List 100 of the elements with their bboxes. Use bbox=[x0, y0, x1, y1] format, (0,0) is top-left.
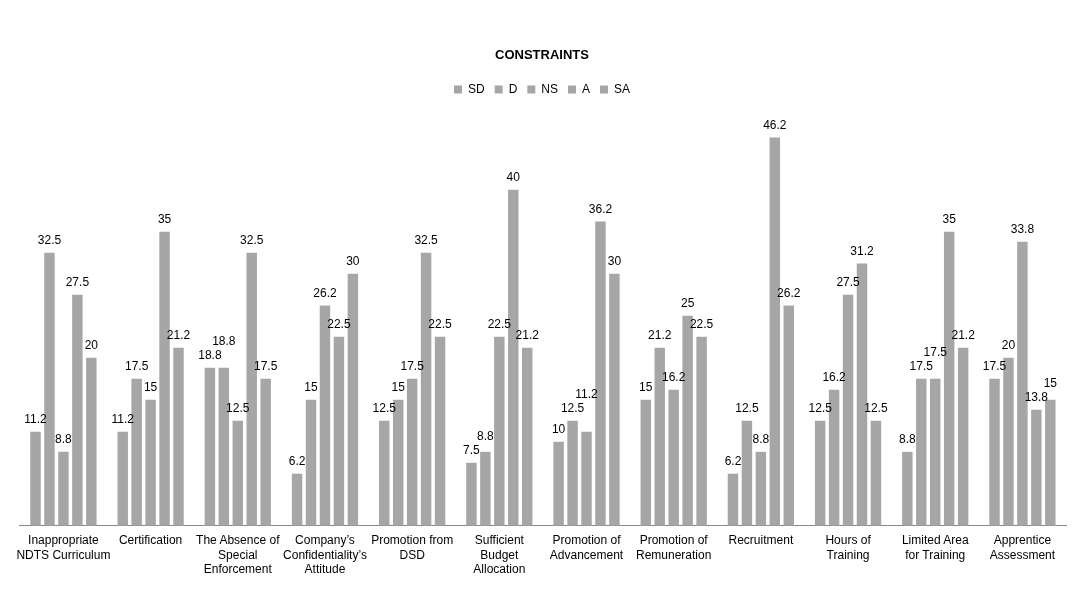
x-tick-label: The Absence of Special Enforcement bbox=[196, 533, 281, 577]
bar bbox=[668, 389, 679, 526]
bar bbox=[305, 399, 317, 526]
data-label: 22.5 bbox=[487, 317, 512, 332]
bar bbox=[145, 399, 156, 526]
data-label: 22.5 bbox=[327, 317, 351, 332]
data-label: 17.5 bbox=[923, 345, 948, 360]
bar bbox=[72, 294, 83, 526]
data-label: 16.2 bbox=[822, 369, 847, 384]
data-label: 12.5 bbox=[808, 401, 833, 416]
legend-label: SD bbox=[467, 81, 485, 96]
legend-label: A bbox=[582, 81, 591, 96]
data-label: 18.8 bbox=[212, 334, 236, 349]
bar bbox=[654, 347, 665, 526]
data-label: 7.5 bbox=[463, 443, 481, 458]
data-label: 40 bbox=[506, 169, 521, 184]
data-label: 15 bbox=[391, 380, 406, 395]
data-label: 21.2 bbox=[166, 327, 191, 342]
data-label: 12.5 bbox=[226, 401, 250, 416]
data-label: 20 bbox=[84, 338, 99, 353]
data-label: 20 bbox=[1001, 338, 1016, 353]
bar bbox=[727, 473, 739, 526]
data-label: 21.2 bbox=[648, 327, 672, 342]
data-label: 35 bbox=[942, 211, 957, 226]
bar bbox=[232, 420, 244, 526]
bar bbox=[783, 305, 794, 526]
x-tick-label: Promotion of Advancement bbox=[549, 533, 624, 562]
data-label: 10 bbox=[551, 422, 566, 437]
data-label: 13.8 bbox=[1024, 390, 1049, 405]
data-label: 32.5 bbox=[37, 232, 62, 247]
data-label: 17.5 bbox=[124, 359, 149, 374]
data-label: 11.2 bbox=[24, 411, 48, 426]
data-label: 15 bbox=[1043, 376, 1058, 391]
data-label: 25 bbox=[680, 296, 695, 311]
bar bbox=[902, 451, 913, 526]
data-label: 46.2 bbox=[763, 117, 787, 132]
data-label: 15 bbox=[639, 380, 653, 395]
data-label: 22.5 bbox=[428, 317, 453, 332]
data-label: 32.5 bbox=[414, 232, 439, 247]
bar bbox=[379, 420, 390, 526]
bar bbox=[581, 431, 592, 526]
bar bbox=[291, 473, 303, 526]
bar bbox=[930, 378, 941, 526]
bar bbox=[989, 378, 1000, 526]
data-label: 31.2 bbox=[850, 243, 874, 258]
data-label: 17.5 bbox=[909, 359, 934, 374]
data-label: 27.5 bbox=[65, 275, 90, 289]
data-label: 15 bbox=[304, 380, 319, 395]
data-label: 26.2 bbox=[777, 285, 801, 300]
data-label: 32.5 bbox=[240, 232, 264, 247]
bar bbox=[494, 336, 505, 526]
bar bbox=[434, 336, 446, 526]
data-label: 16.2 bbox=[662, 369, 686, 384]
chart-title: CONSTRAINTS bbox=[495, 47, 590, 63]
bar bbox=[260, 378, 271, 526]
data-label: 12.5 bbox=[864, 401, 888, 416]
bar bbox=[870, 420, 882, 526]
data-label: 17.5 bbox=[982, 359, 1007, 374]
data-label: 8.8 bbox=[752, 432, 770, 447]
x-tick-label: Hours of Training bbox=[825, 533, 872, 562]
bar bbox=[58, 451, 69, 526]
bar bbox=[521, 347, 533, 526]
bar bbox=[755, 451, 767, 526]
x-tick-label: Certification bbox=[118, 533, 183, 548]
legend-label: D bbox=[508, 81, 518, 96]
data-label: 26.2 bbox=[313, 285, 337, 300]
bar bbox=[609, 273, 620, 526]
bar bbox=[173, 347, 184, 526]
bar bbox=[30, 431, 41, 526]
data-label: 8.8 bbox=[898, 432, 916, 447]
data-label: 12.5 bbox=[560, 401, 585, 416]
bar bbox=[957, 347, 969, 526]
data-label: 30 bbox=[607, 253, 622, 268]
bar bbox=[1031, 409, 1042, 526]
x-tick-label: Sufficient Budget Allocation bbox=[473, 533, 526, 577]
data-label: 12.5 bbox=[372, 401, 397, 416]
data-label: 11.2 bbox=[111, 411, 135, 426]
legend-label: SA bbox=[614, 81, 631, 96]
bar bbox=[86, 357, 97, 526]
data-label: 8.8 bbox=[55, 432, 73, 447]
bar bbox=[333, 336, 345, 526]
data-label: 6.2 bbox=[724, 454, 742, 469]
data-label: 15 bbox=[143, 380, 158, 395]
data-label: 21.2 bbox=[951, 327, 976, 342]
bar bbox=[1045, 399, 1056, 526]
data-label: 17.5 bbox=[254, 359, 278, 374]
legend-label: NS bbox=[541, 81, 558, 96]
data-label: 22.5 bbox=[689, 317, 714, 332]
x-tick-label: Apprentice Assessment bbox=[989, 533, 1056, 562]
bar bbox=[406, 378, 418, 526]
bar bbox=[696, 336, 707, 526]
bar bbox=[595, 221, 606, 526]
bar bbox=[640, 399, 652, 526]
data-label: 18.8 bbox=[198, 348, 222, 363]
bar bbox=[741, 420, 753, 526]
x-tick-label: Promotion of Remuneration bbox=[636, 533, 712, 562]
data-label: 11.2 bbox=[575, 387, 599, 402]
bar bbox=[204, 367, 216, 526]
bar bbox=[117, 431, 128, 526]
bar bbox=[916, 378, 927, 526]
